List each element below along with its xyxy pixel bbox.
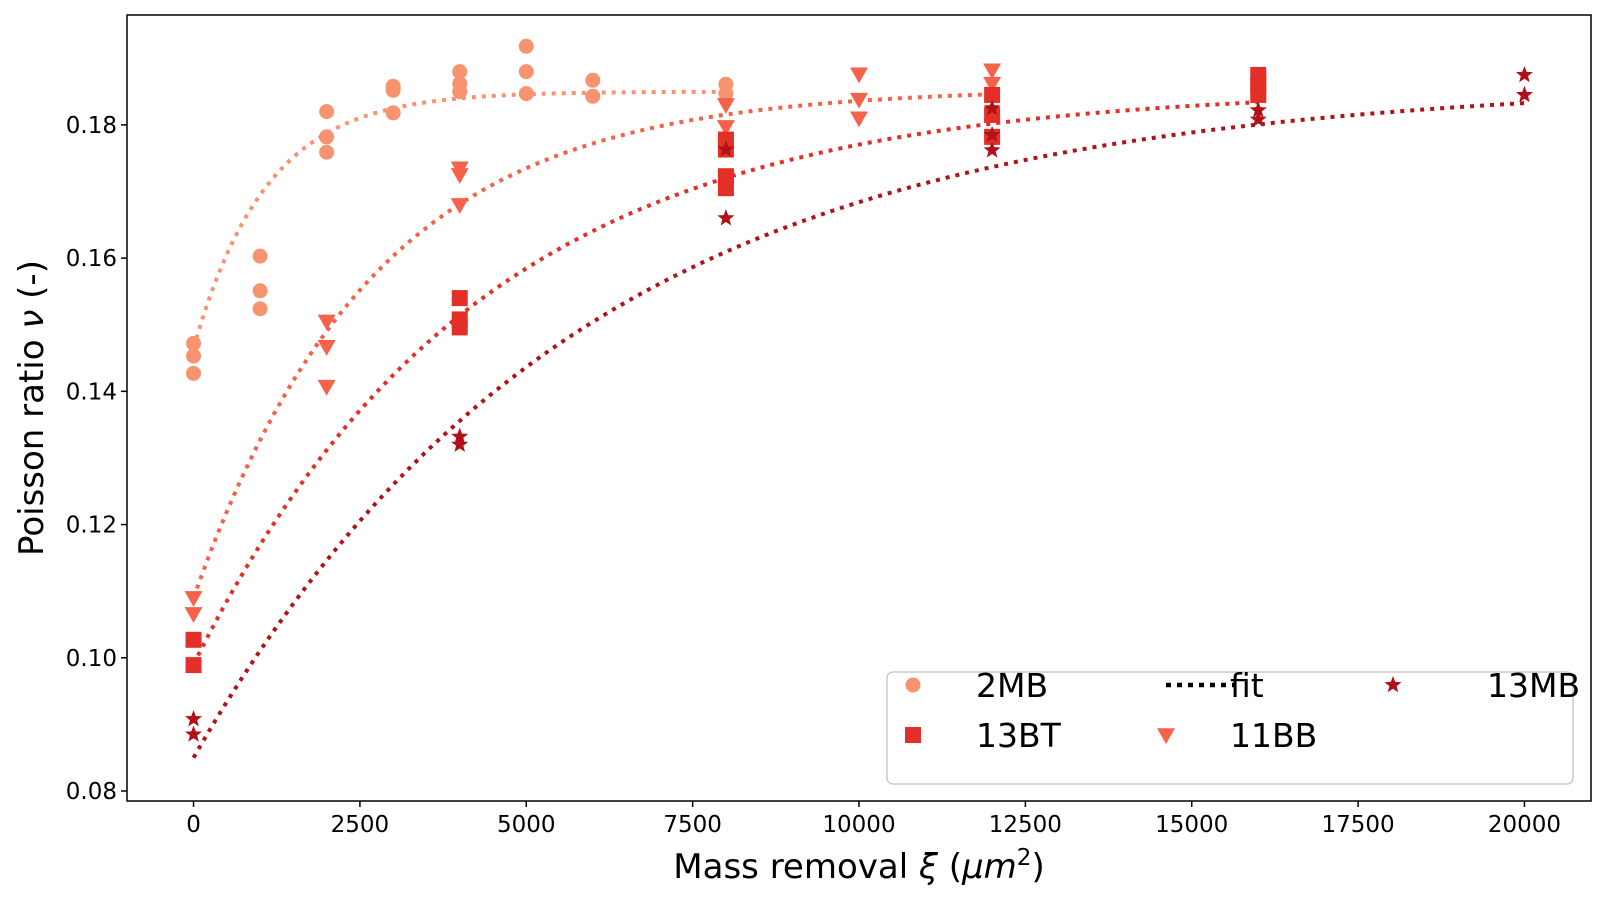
data-point-13bt bbox=[1250, 86, 1267, 103]
data-point-2mb bbox=[585, 88, 601, 104]
data-point-2mb bbox=[186, 365, 202, 381]
data-point-13bt bbox=[984, 86, 1001, 103]
data-point-13bt bbox=[717, 180, 734, 197]
x-tick-label: 17500 bbox=[1322, 812, 1395, 838]
data-point-2mb bbox=[385, 82, 401, 98]
data-point-11bb bbox=[184, 591, 203, 607]
x-tick-label: 0 bbox=[186, 812, 201, 838]
data-point-2mb bbox=[518, 64, 534, 80]
x-tick-label: 7500 bbox=[663, 812, 722, 838]
data-point-11bb bbox=[450, 198, 469, 214]
data-point-2mb bbox=[252, 301, 268, 317]
x-axis-label: Mass removal ξ (μm2) bbox=[673, 845, 1044, 887]
legend-swatch-13mb bbox=[1384, 676, 1402, 693]
data-points bbox=[184, 38, 1534, 742]
data-point-11bb bbox=[716, 98, 735, 114]
data-point-11bb bbox=[983, 63, 1002, 80]
y-tick-label: 0.14 bbox=[66, 379, 117, 405]
y-tick-label: 0.10 bbox=[66, 646, 117, 672]
data-point-2mb bbox=[252, 248, 268, 264]
data-point-13mb bbox=[1515, 65, 1534, 83]
x-tick-label: 10000 bbox=[822, 812, 895, 838]
legend-frame bbox=[886, 671, 1574, 785]
data-point-11bb bbox=[184, 607, 203, 623]
legend-label-fit: fit bbox=[1230, 666, 1264, 705]
x-axis-ticks: 0 2500 5000 7500 10000 12500 15000 17500 20000 bbox=[186, 801, 1561, 838]
data-point-13mb bbox=[717, 209, 735, 226]
data-point-2mb bbox=[319, 104, 335, 120]
data-point-2mb bbox=[585, 72, 601, 88]
data-point-13bt bbox=[451, 290, 468, 307]
legend-swatch-2mb bbox=[905, 677, 921, 693]
data-point-13mb bbox=[1249, 110, 1267, 127]
data-point-13mb bbox=[184, 710, 203, 727]
data-point-11bb bbox=[983, 76, 1002, 93]
data-point-11bb bbox=[850, 67, 868, 84]
data-point-2mb bbox=[718, 86, 734, 102]
data-point-11bb bbox=[317, 339, 336, 356]
data-point-13mb bbox=[1249, 101, 1267, 118]
legend-swatch-11bb bbox=[1157, 728, 1175, 744]
data-point-11bb bbox=[450, 168, 469, 184]
x-tick-label: 20000 bbox=[1488, 812, 1561, 838]
y-axis-label: Poisson ratio ν (-) bbox=[12, 260, 52, 556]
data-point-13mb bbox=[451, 435, 469, 452]
data-point-2mb bbox=[452, 84, 468, 100]
series-2mb bbox=[186, 38, 734, 381]
data-point-2mb bbox=[385, 105, 401, 121]
data-point-13mb bbox=[184, 725, 203, 742]
legend-label-2mb: 2MB bbox=[976, 666, 1048, 705]
legend-label-13bt: 13BT bbox=[976, 716, 1062, 755]
data-point-2mb bbox=[319, 144, 335, 160]
data-point-13mb bbox=[983, 141, 1001, 158]
data-point-13bt bbox=[451, 319, 468, 336]
legend-swatch-13bt bbox=[905, 727, 921, 743]
data-point-2mb bbox=[186, 348, 202, 364]
series-13mb bbox=[184, 65, 1534, 742]
data-point-2mb bbox=[319, 129, 335, 145]
data-point-2mb bbox=[252, 283, 268, 299]
legend: 2MB 13BT fit 11BB 13MB bbox=[886, 666, 1580, 785]
legend-label-11bb: 11BB bbox=[1230, 716, 1317, 755]
data-point-13mb bbox=[1515, 85, 1534, 103]
fit-curve-13mb bbox=[191, 101, 1525, 759]
y-tick-label: 0.12 bbox=[66, 513, 117, 539]
data-point-2mb bbox=[518, 86, 534, 102]
data-point-11bb bbox=[850, 111, 868, 128]
fit-curve-2mb bbox=[191, 89, 726, 349]
data-point-13mb bbox=[983, 99, 1001, 116]
data-point-2mb bbox=[452, 64, 468, 80]
data-point-2mb bbox=[186, 335, 202, 351]
x-tick-label: 2500 bbox=[331, 812, 390, 838]
y-tick-label: 0.08 bbox=[66, 779, 117, 805]
data-point-2mb bbox=[518, 38, 534, 54]
x-tick-label: 12500 bbox=[989, 812, 1062, 838]
y-tick-label: 0.16 bbox=[66, 246, 117, 272]
data-point-11bb bbox=[317, 379, 336, 396]
x-tick-label: 5000 bbox=[497, 812, 556, 838]
data-point-13bt bbox=[185, 631, 202, 648]
y-axis-ticks: 0.08 0.10 0.12 0.14 0.16 0.18 bbox=[66, 113, 127, 805]
legend-label-13mb: 13MB bbox=[1487, 666, 1580, 705]
data-point-13mb bbox=[983, 125, 1001, 143]
data-point-13mb bbox=[717, 140, 735, 157]
data-point-13bt bbox=[185, 657, 202, 674]
x-tick-label: 15000 bbox=[1155, 812, 1228, 838]
data-point-11bb bbox=[317, 314, 336, 331]
series-11bb bbox=[184, 63, 1002, 623]
data-point-11bb bbox=[716, 120, 735, 136]
y-tick-label: 0.18 bbox=[66, 113, 117, 139]
data-point-11bb bbox=[850, 92, 868, 109]
